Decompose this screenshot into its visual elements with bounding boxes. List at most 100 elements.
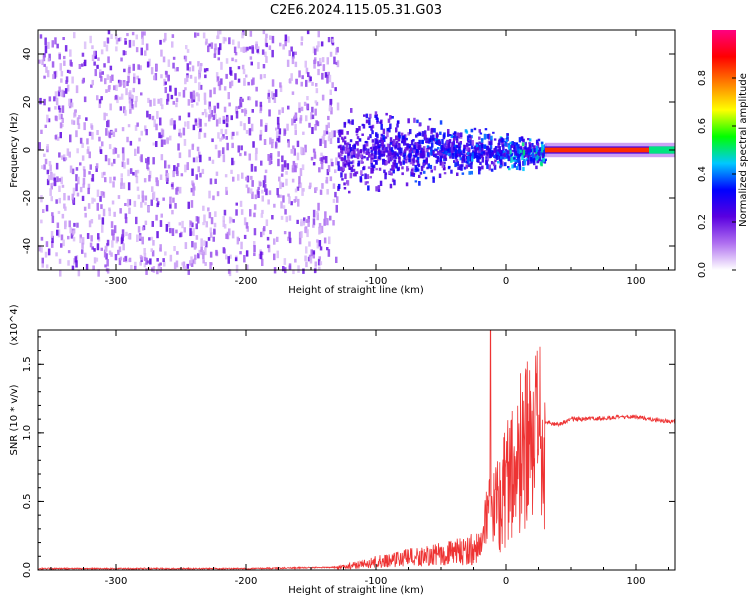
spectrogram-cell <box>259 181 262 187</box>
spectrogram-cell <box>191 65 195 72</box>
spectrogram-cell <box>479 151 482 157</box>
spectrogram-cell <box>372 146 376 150</box>
spectrogram-cell <box>213 222 217 228</box>
spectrogram-cell <box>446 140 449 145</box>
spectrogram-cell <box>96 64 99 69</box>
spectrogram-cell <box>246 264 249 270</box>
spectrogram-cell <box>464 129 468 133</box>
spectrogram-cell <box>358 126 361 131</box>
spectrogram-cell <box>393 140 396 146</box>
spectrogram-cell <box>385 146 388 152</box>
snr-x-tick-label: -100 <box>365 576 388 587</box>
spectrogram-cell <box>232 219 235 223</box>
spectrogram-cell <box>421 139 424 145</box>
spectrogram-cell <box>522 138 525 143</box>
spectrogram-cell <box>313 268 317 274</box>
spectrogram-cell <box>144 50 147 56</box>
spectrogram-cell <box>357 150 360 155</box>
spectrogram-cell <box>264 51 267 57</box>
spectrogram-cell <box>452 135 455 138</box>
spectrogram-cell <box>365 141 369 147</box>
spectrogram-cell <box>282 44 285 50</box>
spectrogram-cell <box>71 265 75 271</box>
spectrogram-cell <box>299 168 303 177</box>
spectrogram-cell <box>414 146 417 151</box>
spectrogram-cell <box>383 169 386 174</box>
spectrogram-cell <box>302 220 306 226</box>
spectrogram-cell <box>449 147 452 153</box>
spectrogram-cell <box>346 180 350 186</box>
spectrogram-cell <box>125 231 128 237</box>
spectrogram-cell <box>517 157 520 164</box>
spectrogram-cell <box>100 204 103 210</box>
spectrogram-cell <box>339 166 343 172</box>
spectrogram-cell <box>86 149 90 154</box>
spectrogram-cell <box>522 160 525 166</box>
spectrogram-cell <box>368 125 372 129</box>
spectrogram-cell <box>294 129 297 136</box>
spectrogram-cell <box>441 145 444 151</box>
spectrogram-cell <box>444 154 447 160</box>
spectrogram-cell <box>347 153 350 159</box>
spectrogram-cell <box>44 45 48 54</box>
spectrogram-cell <box>150 199 153 206</box>
spectrogram-cell <box>536 155 539 159</box>
spectrogram-cell <box>531 152 534 159</box>
spectrogram-cell <box>404 147 408 150</box>
spectrogram-cell <box>515 166 519 170</box>
spectrogram-cell <box>103 112 106 121</box>
spectrogram-cell <box>263 139 267 145</box>
spectrogram-cell <box>156 203 159 208</box>
spectrogram-cell <box>309 182 312 188</box>
spectrogram-cell <box>65 80 68 85</box>
spectrogram-cell <box>346 131 349 135</box>
spectrogram-cell <box>326 189 329 195</box>
spectrogram-cell <box>203 68 207 73</box>
spectrogram-cell <box>313 151 317 159</box>
spectrogram-cell <box>316 121 320 127</box>
spectrogram-cell <box>186 162 189 171</box>
snr-frame <box>37 329 676 571</box>
spectrogram-cell <box>259 74 263 80</box>
spectrogram-cell <box>259 109 262 114</box>
spectrogram-cell <box>135 175 139 184</box>
spectrogram-x-tick-label: -200 <box>235 276 258 287</box>
spectrogram-cell <box>182 127 186 136</box>
spectrogram-cell <box>296 152 300 161</box>
spectrogram-cell <box>193 242 197 250</box>
spectrogram-cell <box>367 166 371 169</box>
spectrogram-cell <box>38 142 41 150</box>
snr-scale-label: (x10^4) <box>9 304 20 345</box>
spectrogram-cell <box>529 148 533 153</box>
spectrogram-cell <box>485 152 489 156</box>
spectrogram-cell <box>51 40 54 48</box>
spectrogram-cell <box>422 151 425 157</box>
spectrogram-cell <box>163 261 166 267</box>
spectrogram-cell <box>45 264 49 269</box>
spectrogram-cell <box>159 117 162 126</box>
spectrogram-cell <box>442 149 446 154</box>
spectrogram-cell <box>443 172 447 175</box>
spectrogram-cell <box>69 165 73 173</box>
spectrogram-cell <box>203 100 207 105</box>
spectrogram-cell <box>100 191 103 197</box>
spectrogram-cell <box>66 84 70 92</box>
spectrogram-cell <box>57 229 61 238</box>
spectrogram-cell <box>401 140 404 144</box>
spectrogram-cell <box>415 149 419 154</box>
spectrogram-cell <box>474 145 477 148</box>
spectrogram-cell <box>305 79 308 87</box>
spectrogram-cell <box>539 151 543 156</box>
spectrogram-cell <box>126 33 129 37</box>
spectrogram-cell <box>76 148 79 154</box>
spectrogram-cell <box>315 88 319 94</box>
spectrogram-cell <box>389 151 392 156</box>
spectrogram-cell <box>128 207 131 215</box>
spectrogram-cell <box>124 213 128 219</box>
spectrogram-cell <box>425 158 428 165</box>
spectrogram-cell <box>101 141 104 147</box>
spectrogram-cell <box>406 166 409 172</box>
spectrogram-cell <box>137 146 140 154</box>
spectrogram-cell <box>249 56 253 60</box>
spectrogram-cell <box>245 184 249 188</box>
